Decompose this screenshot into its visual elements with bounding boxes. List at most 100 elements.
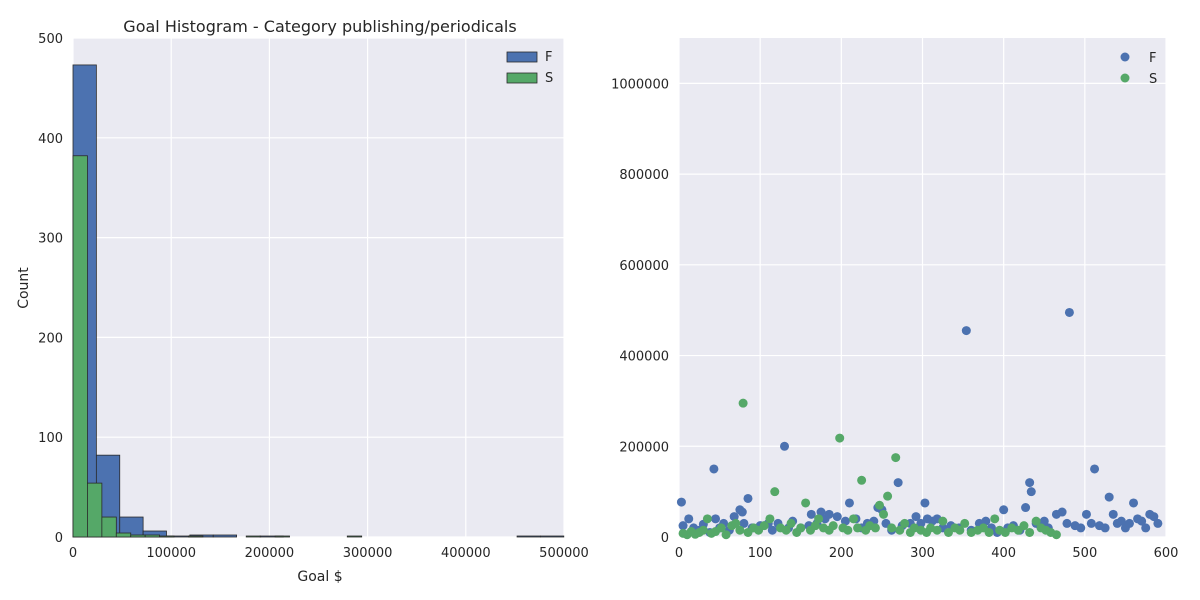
scatter-legend: F S [1120, 51, 1157, 87]
scatter-point-s [879, 509, 889, 519]
scatter-y-tick-label: 1000000 [611, 77, 669, 92]
scatter-point-f [1129, 498, 1139, 508]
histogram-bar-s [274, 535, 290, 538]
scatter-point-f [1124, 518, 1134, 528]
scatter-point-s [731, 518, 741, 528]
scatter-point-s [1031, 516, 1041, 526]
histogram-y-axis-label: Count [16, 267, 32, 309]
legend-label-f: F [545, 50, 552, 65]
scatter-point-f [743, 493, 753, 503]
scatter-x-tick-label: 200 [829, 546, 854, 561]
scatter-point-s [698, 525, 708, 535]
scatter-point-f [1057, 507, 1067, 517]
scatter-point-s [759, 521, 769, 531]
scatter-point-f [1076, 523, 1086, 533]
goal-scatter-chart: 0 200000 400000 600000 800000 1000000 0 100 200… [611, 38, 1178, 561]
scatter-point-s [849, 514, 859, 524]
scatter-x-tick-label: 600 [1154, 546, 1179, 561]
scatter-point-f [1104, 492, 1114, 502]
scatter-points [676, 307, 1163, 540]
scatter-x-tick-label: 400 [991, 546, 1016, 561]
histogram-y-tick-label: 300 [38, 232, 63, 247]
scatter-x-tick-label: 300 [910, 546, 935, 561]
scatter-point-s [835, 433, 845, 443]
scatter-point-f [1021, 503, 1031, 513]
scatter-point-f [920, 498, 930, 508]
histogram-gridlines [72, 37, 565, 538]
scatter-y-tick-labels: 0 200000 400000 600000 800000 1000000 [611, 77, 669, 546]
histogram-x-tick-label: 0 [69, 546, 77, 561]
scatter-point-s [721, 530, 731, 540]
histogram-title: Goal Histogram - Category publishing/per… [123, 17, 516, 36]
scatter-point-f [676, 497, 686, 507]
scatter-point-f [1026, 487, 1036, 497]
scatter-point-f [999, 505, 1009, 515]
scatter-point-f [1062, 518, 1072, 528]
scatter-point-f [711, 514, 721, 524]
scatter-x-tick-labels: 0 100 200 300 400 500 600 [675, 546, 1179, 561]
scatter-point-f [1153, 518, 1163, 528]
scatter-point-f [981, 516, 991, 526]
scatter-point-f [816, 507, 826, 517]
histogram-bar-s [130, 534, 146, 538]
scatter-point-f [1116, 516, 1126, 526]
histogram-x-axis-label: Goal $ [297, 569, 342, 585]
scatter-x-tick-label: 100 [748, 546, 773, 561]
scatter-x-tick-label: 0 [675, 546, 683, 561]
scatter-point-s [765, 514, 775, 524]
scatter-point-f [1100, 523, 1110, 533]
scatter-point-s [1000, 527, 1010, 537]
histogram-bar-f [212, 534, 238, 538]
scatter-point-f [780, 441, 790, 451]
histogram-bar-s [188, 535, 204, 538]
scatter-point-f [1090, 464, 1100, 474]
scatter-point-f [840, 516, 850, 526]
scatter-y-tick-label: 0 [661, 531, 669, 546]
histogram-bar-s [72, 155, 88, 538]
scatter-y-tick-label: 800000 [619, 168, 669, 183]
scatter-point-f [737, 507, 747, 517]
scatter-point-f [911, 512, 921, 522]
legend-swatch-f [506, 51, 538, 63]
scatter-point-f [1064, 307, 1074, 317]
histogram-legend: F S [506, 50, 553, 86]
scatter-point-s [1051, 530, 1061, 540]
scatter-y-tick-label: 400000 [619, 350, 669, 365]
legend-label-s: S [1149, 72, 1157, 87]
scatter-point-f [1149, 512, 1159, 522]
scatter-point-s [887, 523, 897, 533]
scatter-point-s [716, 523, 726, 533]
scatter-point-f [1039, 516, 1049, 526]
histogram-bar-s [144, 534, 161, 538]
scatter-point-s [814, 514, 824, 524]
scatter-point-f [1081, 509, 1091, 519]
scatter-point-f [806, 509, 816, 519]
scatter-point-s [895, 525, 905, 535]
scatter-point-s [943, 527, 953, 537]
histogram-y-tick-label: 100 [38, 431, 63, 446]
scatter-point-s [955, 525, 965, 535]
scatter-point-s [874, 500, 884, 510]
scatter-point-f [1141, 523, 1151, 533]
scatter-point-s [891, 453, 901, 463]
legend-label-f: F [1149, 51, 1156, 66]
histogram-bar-f [540, 535, 565, 538]
scatter-y-tick-label: 600000 [619, 259, 669, 274]
histogram-bar-f [516, 535, 541, 538]
scatter-point-s [990, 514, 1000, 524]
scatter-point-s [796, 523, 806, 533]
scatter-point-s [786, 518, 796, 528]
histogram-bar-s [159, 535, 175, 538]
histogram-x-tick-label: 100000 [146, 546, 196, 561]
histogram-y-tick-labels: 0 100 200 300 400 500 [38, 32, 63, 546]
histogram-x-tick-label: 500000 [539, 546, 589, 561]
scatter-point-s [801, 498, 811, 508]
scatter-point-s [735, 525, 745, 535]
scatter-point-f [1086, 518, 1096, 528]
scatter-point-s [960, 518, 970, 528]
scatter-point-s [883, 491, 893, 501]
scatter-point-s [828, 521, 838, 531]
histogram-y-tick-label: 400 [38, 132, 63, 147]
histogram-bar-s [101, 516, 117, 538]
